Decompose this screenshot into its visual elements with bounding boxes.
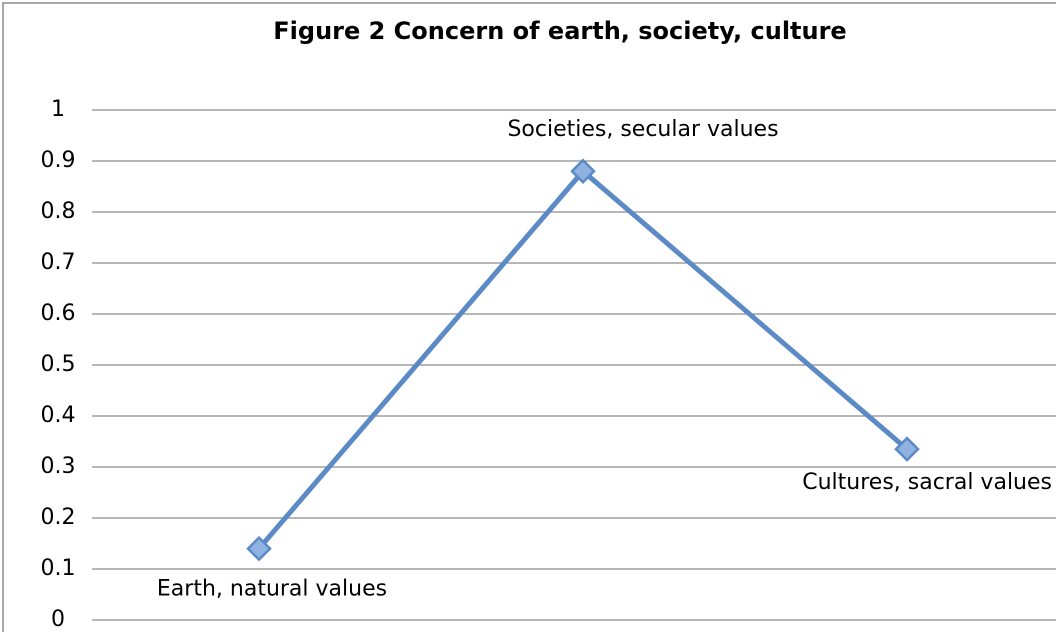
data-label: Cultures, sacral values (802, 470, 1052, 495)
marker (894, 436, 920, 462)
data-label: Earth, natural values (157, 577, 387, 602)
y-tick-label: 1 (51, 97, 65, 122)
y-tick-label: 0.7 (41, 250, 76, 275)
chart-title: Figure 2 Concern of earth, society, cult… (273, 17, 846, 45)
y-tick-label: 0.3 (41, 454, 76, 479)
y-tick-label: 0.4 (41, 403, 76, 428)
marker (246, 535, 272, 562)
marker (570, 158, 596, 184)
y-tick-label: 0 (51, 607, 65, 632)
y-tick-label: 0.8 (41, 199, 76, 224)
y-tick-label: 0.2 (41, 505, 76, 530)
data-label: Societies, secular values (507, 117, 778, 142)
y-tick-label: 0.5 (41, 352, 76, 377)
y-tick-label: 0.1 (41, 556, 76, 581)
y-tick-label: 0.6 (41, 301, 76, 326)
y-tick-label: 0.9 (41, 148, 76, 173)
